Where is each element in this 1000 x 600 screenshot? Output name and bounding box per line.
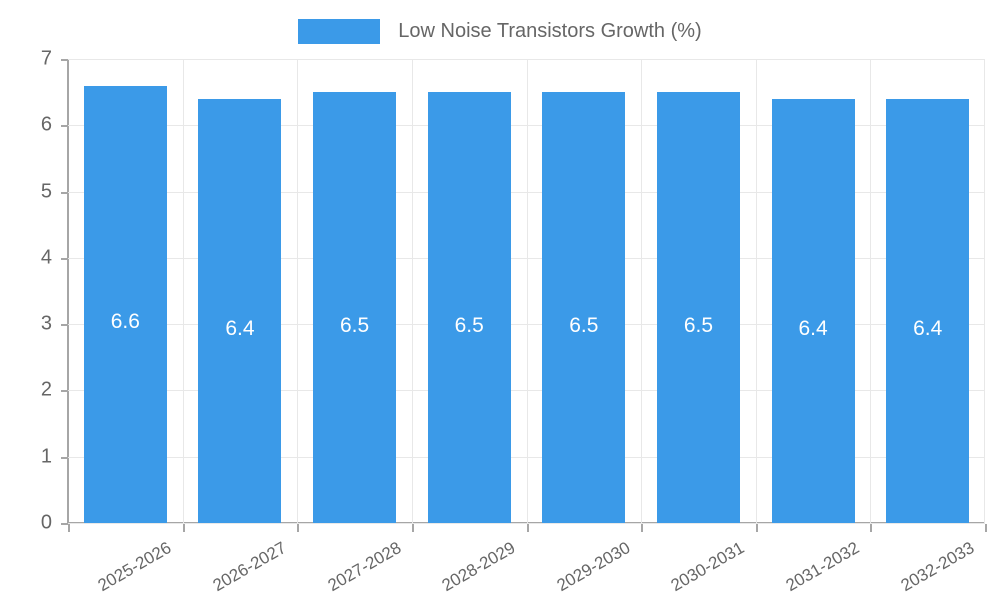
bar[interactable]	[198, 98, 282, 523]
x-tick-mark	[68, 524, 70, 532]
x-tick-label: 2029-2030	[553, 538, 634, 596]
legend-color-swatch-icon	[298, 18, 381, 44]
gridline-x	[526, 59, 528, 523]
bar[interactable]	[313, 92, 397, 523]
x-tick-mark	[297, 524, 300, 532]
bar[interactable]	[83, 85, 167, 523]
y-tick-mark	[61, 456, 68, 459]
x-tick-label: 2027-2028	[324, 538, 405, 596]
y-tick-mark	[61, 257, 68, 260]
gridline-x	[297, 59, 299, 523]
y-tick-label: 7	[40, 47, 52, 70]
x-tick-mark	[985, 524, 987, 532]
bar[interactable]	[771, 98, 855, 523]
x-tick-mark	[182, 524, 185, 532]
x-tick-label: 2031-2032	[782, 538, 863, 596]
gridline-x	[870, 59, 872, 523]
x-tick-label: 2026-2027	[209, 538, 290, 596]
x-tick-mark	[411, 524, 414, 532]
gridline-y	[68, 523, 985, 524]
bar[interactable]	[427, 92, 511, 523]
y-axis-line	[67, 59, 69, 524]
x-tick-mark	[755, 524, 758, 532]
y-tick-label: 3	[40, 312, 52, 335]
y-tick-label: 2	[40, 378, 52, 401]
y-tick-label: 1	[40, 445, 52, 468]
x-tick-mark	[870, 524, 873, 532]
x-tick-mark	[526, 524, 529, 532]
y-tick-label: 6	[40, 113, 52, 136]
chart-legend: Low Noise Transistors Growth (%)	[0, 12, 1000, 50]
bar[interactable]	[542, 92, 626, 523]
bar[interactable]	[656, 92, 740, 523]
gridline-x	[984, 59, 985, 523]
bar[interactable]	[886, 98, 970, 523]
y-tick-mark	[61, 390, 68, 393]
y-tick-label: 5	[40, 180, 52, 203]
legend-label: Low Noise Transistors Growth (%)	[398, 20, 702, 42]
plot-area: 6.6 6.4 6.5 6.5 6.5 6.5 6.4 6.4	[68, 59, 985, 524]
gridline-x	[411, 59, 413, 523]
y-tick-mark	[61, 191, 68, 194]
x-tick-label: 2025-2026	[94, 538, 175, 596]
gridline-x	[641, 59, 643, 523]
legend-item-low-noise-transistors-growth[interactable]: Low Noise Transistors Growth (%)	[298, 18, 702, 44]
y-tick-mark	[61, 523, 68, 525]
y-tick-mark	[61, 59, 68, 61]
x-tick-label: 2028-2029	[438, 538, 519, 596]
y-tick-label: 0	[40, 511, 52, 534]
y-tick-mark	[61, 125, 68, 128]
x-tick-label: 2030-2031	[668, 538, 748, 596]
x-tick-mark	[641, 524, 644, 532]
gridline-x	[755, 59, 757, 523]
x-tick-label: 2032-2033	[897, 538, 978, 596]
y-tick-mark	[61, 324, 68, 327]
y-tick-label: 4	[40, 246, 52, 269]
gridline-x	[182, 59, 184, 523]
